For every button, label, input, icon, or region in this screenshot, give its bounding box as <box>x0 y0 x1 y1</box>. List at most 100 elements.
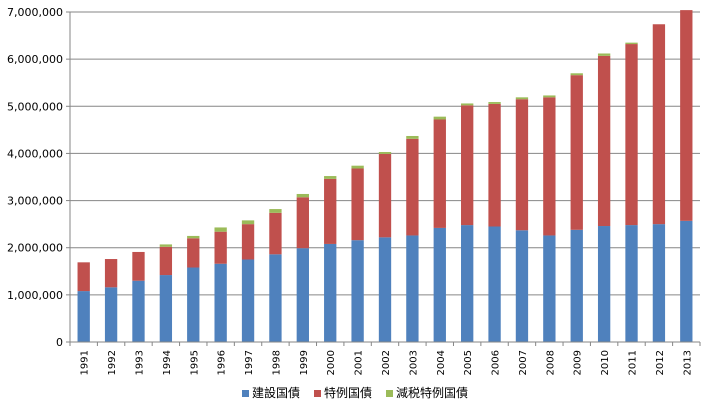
y-tick-label: 3,000,000 <box>7 195 63 208</box>
bar-segment-kensetsu-1998 <box>269 254 282 342</box>
x-tick-label: 1991 <box>80 350 91 375</box>
bar-segment-genzei-2006 <box>488 102 501 104</box>
x-tick-label: 2003 <box>408 350 419 375</box>
bar-segment-genzei-2004 <box>433 116 446 120</box>
bar-segment-kensetsu-2000 <box>324 243 337 342</box>
legend: 建設国債 特例国債 減税特例国債 <box>242 385 468 400</box>
bar-segment-tokurei-1991 <box>77 262 90 292</box>
bar-segment-genzei-2008 <box>543 95 556 98</box>
x-tick-label: 1992 <box>107 350 118 375</box>
bar-segment-kensetsu-2006 <box>488 226 501 342</box>
x-tick-label: 2004 <box>436 350 447 375</box>
x-tick-label: 2001 <box>354 350 365 375</box>
bar-segment-tokurei-2004 <box>433 119 446 228</box>
bar-segment-tokurei-2006 <box>488 103 501 227</box>
x-tick-label: 2012 <box>655 350 666 375</box>
bar-segment-genzei-2007 <box>515 97 529 100</box>
bar-segment-tokurei-1997 <box>241 224 255 260</box>
bar-segment-kensetsu-1993 <box>132 280 145 342</box>
bar-segment-genzei-1995 <box>187 235 200 239</box>
y-tick-label: 0 <box>56 336 63 349</box>
bar-segment-genzei-1998 <box>269 209 282 213</box>
y-tick-label: 6,000,000 <box>7 53 63 66</box>
bar-segment-tokurei-2005 <box>461 105 474 226</box>
bar-segment-kensetsu-2002 <box>378 237 392 342</box>
legend-label: 建設国債 <box>252 385 300 400</box>
bar-segment-genzei-1996 <box>214 227 227 232</box>
bar-segment-tokurei-1995 <box>187 238 200 268</box>
bar-segment-genzei-2005 <box>461 103 474 106</box>
bar-segment-tokurei-2012 <box>652 24 666 225</box>
x-tick-label: 1993 <box>134 350 145 375</box>
y-tick-label: 1,000,000 <box>7 289 63 302</box>
bar-segment-tokurei-2001 <box>351 168 364 241</box>
bar-segment-genzei-2002 <box>378 152 392 154</box>
x-tick-label: 1998 <box>271 350 282 375</box>
bar-segment-tokurei-2010 <box>597 55 611 227</box>
bar-segment-kensetsu-2008 <box>543 235 556 342</box>
bar-segment-tokurei-1999 <box>296 197 309 249</box>
x-tick-label: 1997 <box>244 350 255 375</box>
x-tick-label: 2013 <box>682 350 693 375</box>
bar-segment-kensetsu-2007 <box>515 230 529 342</box>
bar-segment-kensetsu-1994 <box>159 275 173 342</box>
legend-swatch <box>386 390 393 397</box>
y-tick-label: 4,000,000 <box>7 147 63 160</box>
x-tick-label: 2008 <box>545 350 556 375</box>
bar-segment-tokurei-1994 <box>159 246 173 276</box>
bar-segment-tokurei-1992 <box>104 259 118 288</box>
bar-segment-kensetsu-1995 <box>187 267 200 342</box>
axes: 0 1,000,000 2,000,000 3,000,000 4,000,000 5,0… <box>7 6 701 375</box>
bar-segment-tokurei-2011 <box>625 44 638 226</box>
bar-segment-kensetsu-1996 <box>214 263 227 342</box>
y-tick-label: 5,000,000 <box>7 100 63 113</box>
x-tick-label: 1999 <box>299 350 310 375</box>
legend-label: 特例国債 <box>324 385 372 400</box>
bar-segment-kensetsu-1999 <box>296 248 309 342</box>
bar-segment-genzei-1997 <box>241 220 255 225</box>
bar-segment-kensetsu-2011 <box>625 225 638 342</box>
x-tick-label: 2005 <box>463 350 474 375</box>
bar-segment-tokurei-2002 <box>378 153 392 238</box>
x-tick-label: 2000 <box>326 350 337 375</box>
y-tick-label: 7,000,000 <box>7 6 63 19</box>
bar-segment-genzei-1994 <box>159 244 173 247</box>
bar-segment-tokurei-2009 <box>570 75 583 230</box>
bar-segment-kensetsu-2001 <box>351 240 364 342</box>
bar-segment-kensetsu-2009 <box>570 229 583 342</box>
bar-segment-kensetsu-1997 <box>241 259 255 342</box>
x-tick-label: 1994 <box>162 350 173 375</box>
bar-segment-genzei-2001 <box>351 165 364 169</box>
bar-segment-tokurei-1998 <box>269 212 282 255</box>
x-tick-label: 2002 <box>381 350 392 375</box>
bar-segment-kensetsu-1992 <box>104 287 118 342</box>
x-tick-label: 2011 <box>628 350 639 375</box>
bar-segment-tokurei-2007 <box>515 99 529 231</box>
x-tick-label: 2010 <box>600 350 611 375</box>
bars <box>77 10 693 342</box>
bar-segment-tokurei-1993 <box>132 251 145 281</box>
bar-segment-genzei-2011 <box>625 42 638 45</box>
bar-segment-kensetsu-2005 <box>461 225 474 342</box>
x-tick-label: 2006 <box>491 350 502 375</box>
x-tick-label: 2009 <box>573 350 584 375</box>
bar-segment-tokurei-2003 <box>406 138 419 236</box>
bar-segment-genzei-2003 <box>406 135 419 139</box>
bar-segment-genzei-2009 <box>570 73 583 76</box>
legend-label: 減税特例国債 <box>396 385 468 400</box>
bar-segment-tokurei-2008 <box>543 97 556 236</box>
y-tick-label: 2,000,000 <box>7 242 63 255</box>
bar-segment-kensetsu-2003 <box>406 235 419 342</box>
legend-swatch <box>314 390 321 397</box>
x-tick-label: 1996 <box>217 350 228 375</box>
bar-segment-tokurei-1996 <box>214 231 227 264</box>
bar-segment-kensetsu-2010 <box>597 226 611 342</box>
bar-segment-genzei-2010 <box>597 53 611 56</box>
x-tick-label: 1995 <box>189 350 200 375</box>
bar-segment-kensetsu-2013 <box>680 220 693 342</box>
bar-segment-tokurei-2000 <box>324 178 337 244</box>
bar-segment-kensetsu-2012 <box>652 224 666 342</box>
legend-swatch <box>242 390 249 397</box>
